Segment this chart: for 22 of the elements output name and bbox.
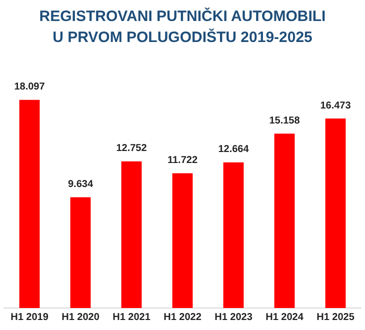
x-tick-label: H1 2019 <box>10 312 49 323</box>
data-label: 11.722 <box>167 154 198 166</box>
x-tick-label: H1 2024 <box>266 312 304 323</box>
x-tick-label: H1 2025 <box>316 312 355 323</box>
x-tick-label: H1 2022 <box>164 312 202 323</box>
x-tick-label: H1 2020 <box>62 312 100 323</box>
data-label: 12.752 <box>116 143 148 154</box>
bar <box>19 100 40 308</box>
bar <box>223 162 244 308</box>
data-label: 18.097 <box>14 82 46 93</box>
data-label: 12.664 <box>218 144 250 156</box>
data-label: 15.158 <box>269 115 300 126</box>
x-tick-label: H1 2021 <box>112 312 151 323</box>
bar <box>274 134 295 308</box>
bar <box>325 118 346 308</box>
bar <box>121 161 142 308</box>
chart-title: REGISTROVANI PUTNIČKI AUTOMOBILI U PRVOM POLUGODIŠTU 2019-2025 <box>38 6 327 48</box>
data-label: 9.634 <box>68 178 94 190</box>
bar <box>70 197 91 308</box>
data-label: 16.473 <box>320 100 352 112</box>
bar <box>172 173 193 308</box>
x-tick-label: H1 2023 <box>214 312 253 323</box>
